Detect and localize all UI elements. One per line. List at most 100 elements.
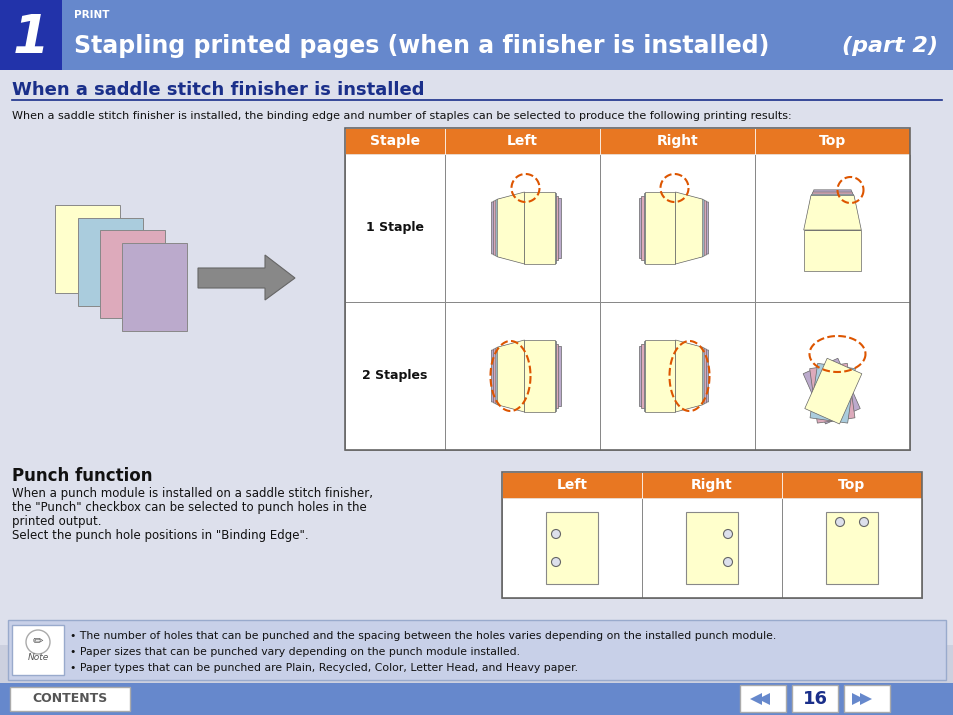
Bar	[501, 472, 641, 498]
Text: Left: Left	[556, 478, 587, 492]
Text: Top: Top	[838, 478, 864, 492]
Circle shape	[859, 518, 867, 526]
Text: Punch function: Punch function	[12, 467, 152, 485]
Polygon shape	[749, 693, 761, 705]
Text: • Paper sizes that can be punched vary depending on the punch module installed.: • Paper sizes that can be punched vary d…	[70, 647, 519, 657]
Text: PRINT: PRINT	[74, 10, 110, 20]
Polygon shape	[675, 196, 705, 260]
Text: ✏: ✏	[32, 636, 43, 649]
Bar	[754, 302, 909, 450]
Bar	[685, 512, 738, 584]
Polygon shape	[524, 194, 556, 262]
Bar	[10, 687, 130, 711]
Polygon shape	[644, 192, 675, 264]
Polygon shape	[524, 192, 555, 264]
Polygon shape	[643, 342, 675, 410]
Polygon shape	[859, 693, 871, 705]
Bar	[345, 128, 909, 450]
Bar	[8, 620, 945, 680]
Text: Top: Top	[818, 134, 845, 148]
Bar	[599, 302, 754, 450]
Text: Right: Right	[690, 478, 732, 492]
Polygon shape	[758, 693, 769, 705]
Bar	[345, 154, 444, 302]
Text: (part 2): (part 2)	[841, 36, 937, 56]
Bar	[641, 472, 781, 498]
Polygon shape	[809, 363, 854, 423]
Polygon shape	[497, 340, 524, 412]
Circle shape	[722, 558, 732, 566]
Text: Left: Left	[506, 134, 537, 148]
Bar	[754, 128, 909, 154]
Polygon shape	[851, 693, 863, 705]
Polygon shape	[640, 196, 675, 260]
Circle shape	[722, 530, 732, 538]
Text: Note: Note	[28, 654, 49, 663]
Polygon shape	[494, 196, 524, 260]
Text: Right: Right	[656, 134, 698, 148]
Bar	[843, 685, 889, 712]
Polygon shape	[524, 344, 558, 408]
Bar	[740, 685, 785, 712]
Text: 2 Staples: 2 Staples	[362, 370, 427, 383]
Bar	[444, 128, 599, 154]
Text: Stapling printed pages (when a finisher is installed): Stapling printed pages (when a finisher …	[74, 34, 768, 58]
Polygon shape	[198, 255, 294, 300]
Polygon shape	[640, 344, 675, 408]
Bar	[55, 205, 120, 293]
Bar	[122, 243, 187, 331]
Polygon shape	[524, 196, 558, 260]
Text: When a saddle stitch finisher is installed: When a saddle stitch finisher is install…	[12, 81, 424, 99]
Bar	[444, 302, 599, 450]
Polygon shape	[802, 230, 861, 271]
Text: Staple: Staple	[370, 134, 419, 148]
Bar	[754, 154, 909, 302]
Polygon shape	[804, 358, 861, 424]
Bar	[345, 128, 444, 154]
Polygon shape	[675, 340, 702, 412]
Polygon shape	[524, 340, 555, 412]
Text: • The number of holes that can be punched and the spacing between the holes vari: • The number of holes that can be punche…	[70, 631, 776, 641]
Polygon shape	[808, 230, 855, 265]
Polygon shape	[639, 346, 675, 406]
Bar	[599, 128, 754, 154]
Circle shape	[551, 558, 560, 566]
Polygon shape	[639, 198, 675, 258]
Polygon shape	[497, 192, 524, 264]
Text: 1 Staple: 1 Staple	[366, 222, 423, 235]
Text: When a punch module is installed on a saddle stitch finisher,: When a punch module is installed on a sa…	[12, 488, 373, 500]
Polygon shape	[806, 230, 857, 267]
Polygon shape	[802, 196, 861, 230]
Polygon shape	[494, 344, 524, 408]
Polygon shape	[643, 194, 675, 262]
Polygon shape	[806, 192, 857, 230]
Text: 1: 1	[12, 12, 50, 64]
Circle shape	[551, 530, 560, 538]
Text: CONTENTS: CONTENTS	[32, 693, 108, 706]
Bar	[825, 512, 877, 584]
Bar	[501, 498, 641, 598]
Text: When a saddle stitch finisher is installed, the binding edge and number of stapl: When a saddle stitch finisher is install…	[12, 111, 791, 121]
Polygon shape	[804, 194, 859, 230]
Polygon shape	[675, 342, 703, 410]
Polygon shape	[804, 230, 859, 270]
Polygon shape	[675, 344, 705, 408]
Bar	[345, 302, 444, 450]
Polygon shape	[496, 342, 524, 410]
Polygon shape	[675, 198, 708, 258]
Bar	[0, 0, 62, 70]
Bar	[0, 0, 953, 70]
Bar	[100, 230, 165, 318]
Text: the "Punch" checkbox can be selected to punch holes in the: the "Punch" checkbox can be selected to …	[12, 501, 366, 515]
Text: printed output.: printed output.	[12, 516, 101, 528]
Bar	[641, 498, 781, 598]
Bar	[545, 512, 598, 584]
Polygon shape	[524, 198, 560, 258]
Polygon shape	[809, 363, 855, 423]
Polygon shape	[675, 192, 702, 264]
Bar	[0, 70, 953, 645]
Bar	[12, 625, 64, 675]
Bar	[791, 685, 837, 712]
Polygon shape	[675, 346, 708, 406]
Polygon shape	[524, 342, 556, 410]
